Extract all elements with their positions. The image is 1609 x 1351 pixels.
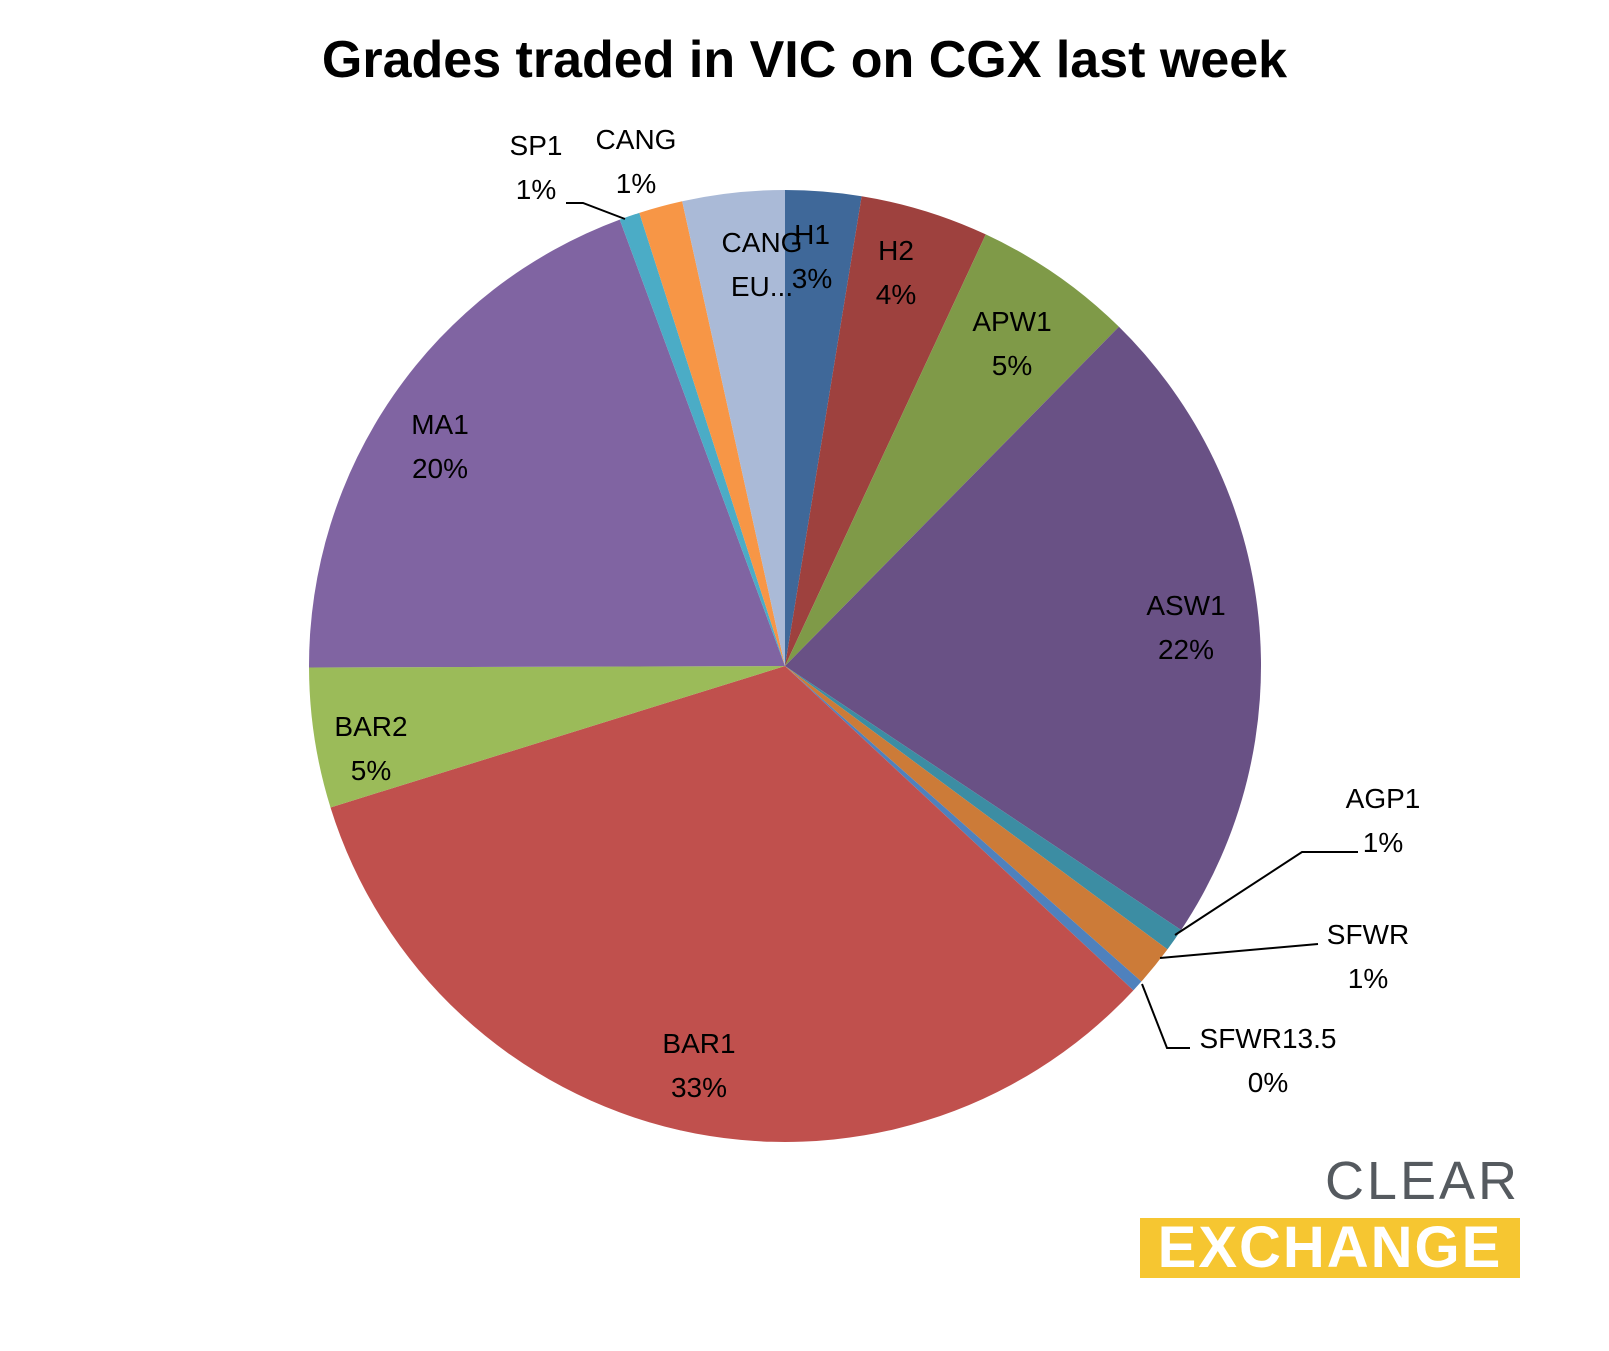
slice-label-bar2: BAR2 <box>334 711 407 742</box>
slice-percent-sfwr: 1% <box>1348 963 1388 994</box>
slice-label-sfwr13-5: SFWR13.5 <box>1200 1023 1337 1054</box>
chart-title: Grades traded in VIC on CGX last week <box>321 31 1288 89</box>
slice-percent-cang: 1% <box>616 168 656 199</box>
leader-line-sfwr <box>1159 943 1319 959</box>
slice-label-cang-eu-line2: EU... <box>731 271 793 302</box>
slice-label-ma1: MA1 <box>411 409 469 440</box>
slice-label-h2: H2 <box>878 235 914 266</box>
slice-percent-ma1: 20% <box>412 453 468 484</box>
slice-percent-h1: 3% <box>792 263 832 294</box>
slice-label-asw1: ASW1 <box>1146 590 1225 621</box>
slice-label-sp1: SP1 <box>510 130 563 161</box>
slice-percent-h2: 4% <box>876 279 916 310</box>
slice-label-apw1: APW1 <box>972 306 1051 337</box>
pie-slice-ma1 <box>308 219 785 668</box>
pie-slice-agp1 <box>785 666 1182 950</box>
pie-slice-sfwr <box>785 666 1168 982</box>
leader-line-sfwr13-5 <box>1141 983 1190 1049</box>
logo-text-bottom: EXCHANGE <box>1140 1218 1520 1278</box>
leader-line-sp1 <box>566 202 626 220</box>
slice-label-cang-eu-line1: CANG <box>722 227 803 258</box>
slice-label-cang: CANG <box>596 124 677 155</box>
slice-percent-apw1: 5% <box>992 350 1032 381</box>
slice-percent-sp1: 1% <box>516 174 556 205</box>
pie-slice-cang-eu <box>682 190 785 666</box>
slice-percent-bar2: 5% <box>351 755 391 786</box>
slice-percent-asw1: 22% <box>1158 634 1214 665</box>
pie-slice-h1 <box>785 190 862 666</box>
leader-line-agp1 <box>1174 851 1358 936</box>
slice-percent-agp1: 1% <box>1363 827 1403 858</box>
pie-slice-bar2 <box>309 666 785 808</box>
slice-label-sfwr: SFWR <box>1327 919 1409 950</box>
slice-label-h1: H1 <box>794 219 830 250</box>
pie-slice-sfwr13-5 <box>785 666 1142 991</box>
slice-label-bar1: BAR1 <box>662 1028 735 1059</box>
pie-slice-bar1 <box>330 666 1134 1142</box>
pie-slice-cang <box>639 201 785 667</box>
pie-slice-sp1 <box>619 212 785 666</box>
slice-percent-sfwr13-5: 0% <box>1248 1067 1288 1098</box>
pie-slice-h2 <box>785 196 986 666</box>
slice-label-agp1: AGP1 <box>1346 783 1421 814</box>
slice-percent-bar1: 33% <box>671 1072 727 1103</box>
pie-slice-apw1 <box>785 234 1119 667</box>
pie-slice-asw1 <box>785 326 1262 930</box>
